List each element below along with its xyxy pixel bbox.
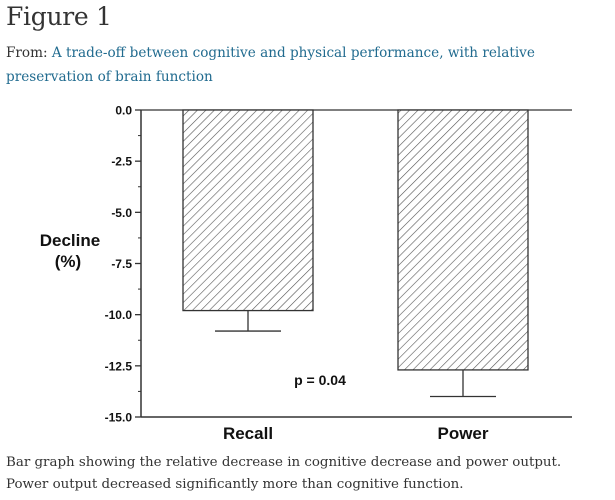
y-axis-title-line2: (%) [55, 252, 81, 271]
y-tick-label: -12.5 [105, 359, 133, 373]
y-tick-label: -2.5 [111, 155, 132, 169]
from-line: From: A trade-off between cognitive and … [6, 41, 606, 89]
from-prefix: From: [6, 45, 48, 61]
article-link[interactable]: A trade-off between cognitive and physic… [6, 45, 535, 85]
bar-recall [182, 109, 314, 312]
bar-chart: Decline (%) 0.0 -2.5 -5.0 -7.5 -10.0 -12.5 -15… [40, 104, 572, 443]
figure-title: Figure 1 [6, 2, 112, 31]
y-ticks: 0.0 -2.5 -5.0 -7.5 -10.0 -12.5 -15.0 [105, 104, 141, 425]
figure-caption: Bar graph showing the relative decrease … [6, 455, 562, 492]
bars: Recall Power [182, 109, 529, 443]
bar-power [397, 109, 529, 371]
p-value-annotation: p = 0.04 [294, 372, 346, 388]
y-tick-label: -7.5 [111, 257, 132, 271]
y-tick-label: -5.0 [111, 206, 132, 220]
y-tick-label: -10.0 [105, 308, 133, 322]
y-tick-label: -15.0 [105, 411, 133, 425]
x-category-label: Recall [223, 424, 273, 443]
y-axis-title-line1: Decline [40, 231, 100, 250]
x-category-label: Power [437, 424, 488, 443]
y-tick-label: 0.0 [115, 104, 132, 118]
